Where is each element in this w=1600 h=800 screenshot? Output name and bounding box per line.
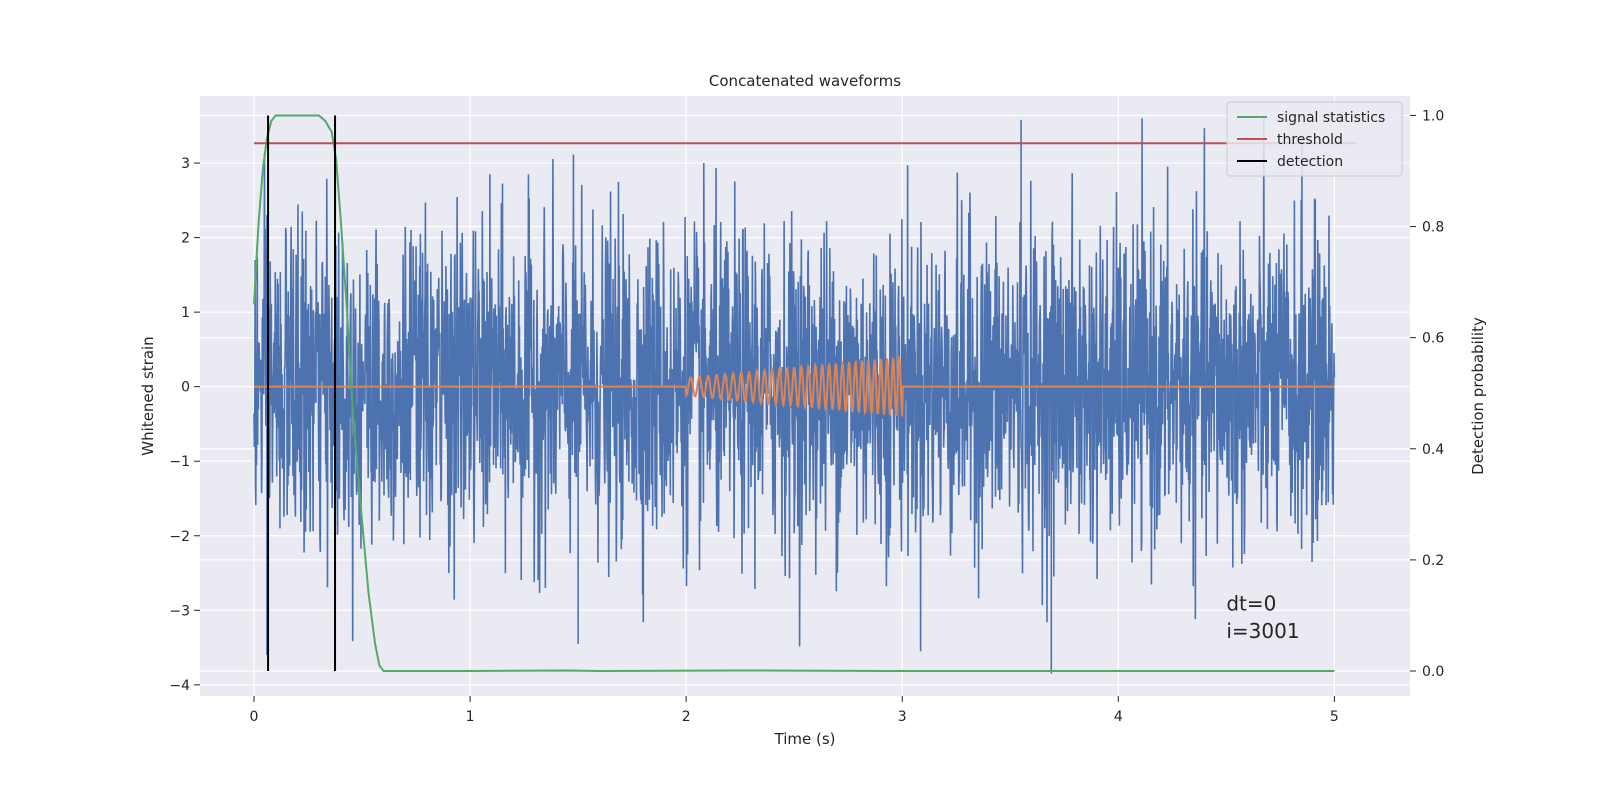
y-tick-label: −3 (169, 603, 190, 619)
x-axis-label: Time (s) (774, 730, 836, 748)
y-tick-label: −2 (169, 529, 190, 545)
y-tick-label: 0 (181, 380, 190, 396)
axes: 0 1 2 3 4 5 −4 −3 −2 −1 0 1 2 3 0.0 0.2 0.4 0.6 0.8 1.0 (169, 108, 1444, 725)
x-tick-label: 0 (250, 709, 259, 725)
y2-tick-label: 0.4 (1422, 442, 1444, 458)
x-tick-label: 3 (898, 709, 907, 725)
y-tick-label: 1 (181, 305, 190, 321)
y2-axis-label: Detection probability (1469, 317, 1487, 475)
legend-label: threshold (1277, 132, 1343, 148)
y2-tick-label: 0.0 (1422, 664, 1444, 680)
series-noise-line (253, 118, 1336, 674)
chart-title: Concatenated waveforms (709, 72, 901, 90)
y-axis-label: Whitened strain (139, 336, 157, 455)
annotation-i: i=3001 (1226, 619, 1299, 643)
series-group (253, 118, 1336, 674)
legend-box (1226, 101, 1403, 177)
y-tick-label: −1 (169, 454, 190, 470)
annotation-dt: dt=0 (1226, 591, 1276, 615)
x-tick-label: 5 (1330, 709, 1339, 725)
legend-label: detection (1277, 154, 1343, 170)
y-tick-label: −4 (169, 678, 190, 694)
y2-tick-label: 0.8 (1422, 220, 1444, 236)
signal-statistics-line (253, 114, 1335, 672)
x-tick-label: 4 (1114, 709, 1123, 725)
y-tick-label: 2 (181, 231, 190, 247)
x-tick-label: 1 (466, 709, 475, 725)
y-tick-label: 3 (181, 156, 190, 172)
right-axis-series (253, 114, 1356, 672)
x-tick-label: 2 (682, 709, 691, 725)
series-chirp-line (254, 355, 1335, 418)
legend-label: signal statistics (1277, 110, 1385, 126)
y2-tick-label: 0.6 (1422, 331, 1444, 347)
y2-tick-label: 0.2 (1422, 553, 1444, 569)
legend: signal statistics threshold detection (1226, 101, 1403, 177)
y2-tick-label: 1.0 (1422, 108, 1444, 124)
